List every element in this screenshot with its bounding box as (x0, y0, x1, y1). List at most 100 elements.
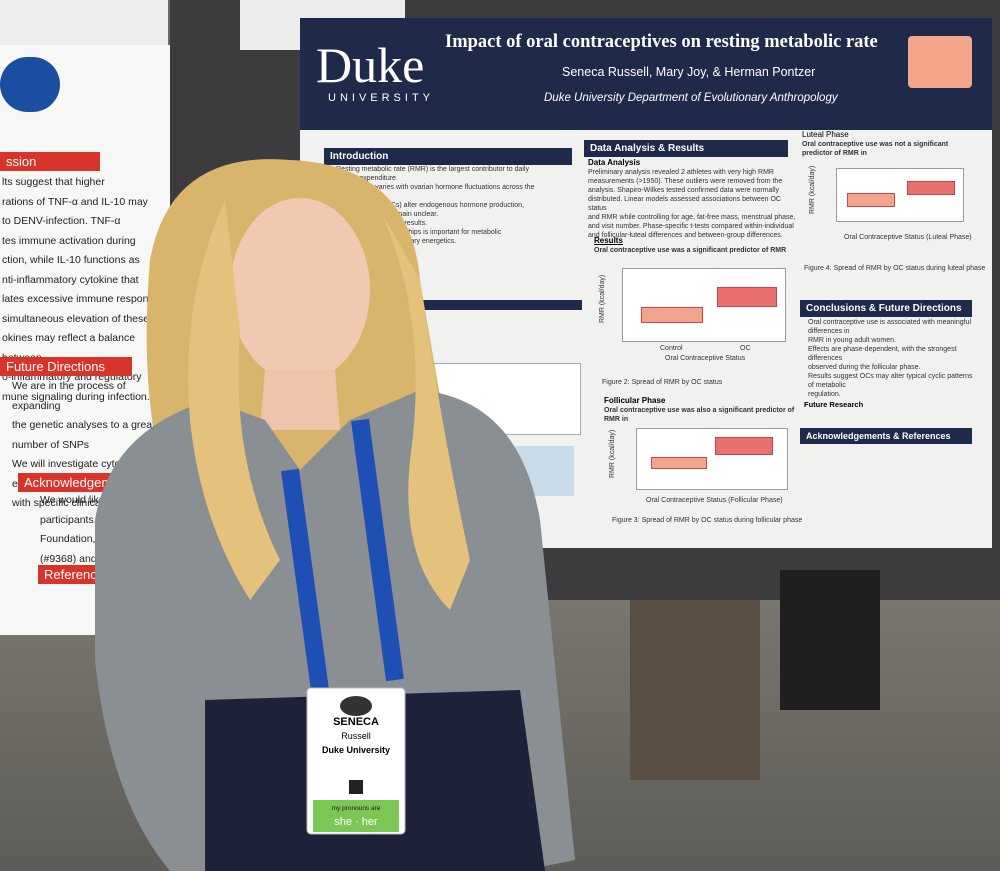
text-line: lts suggest that higher (2, 176, 105, 188)
text-line: the genetic analyses to a greater (12, 419, 165, 431)
badge-logo (340, 696, 372, 716)
box (717, 287, 777, 307)
text-line: to DENV-infection. TNF-α (2, 215, 121, 227)
text-line: rations of TNF-α and IL-10 may (2, 195, 148, 208)
box (715, 437, 773, 455)
box (907, 181, 955, 195)
logo (0, 57, 60, 112)
paper-sheet (0, 0, 168, 45)
heading: ssion (0, 152, 100, 171)
badge-pronoun-label: my pronouns are (332, 805, 381, 812)
badge-first-name: SENECA (333, 716, 379, 728)
name-badge (306, 687, 406, 835)
logo: Duke (316, 37, 425, 93)
section-heading: Conclusions & Future Directions (800, 300, 972, 317)
text-line: and RMR while controlling for age, fat-f… (588, 214, 796, 221)
axis-label: Oral Contraceptive Status (Follicular Ph… (646, 497, 783, 504)
text-line: and visit number. Phase-specific t-tests… (588, 223, 794, 230)
section-heading: Data Analysis & Results (584, 140, 788, 157)
axis-label: Oral Contraceptive Status (665, 355, 746, 362)
section-heading: Introduction (324, 148, 572, 165)
text-line: Effects are phase-dependent, with the st… (808, 346, 957, 362)
text-line: Oral contraceptive use is associated wit… (808, 319, 972, 335)
heading: Future Directions (0, 357, 132, 376)
text-line: participants. W (40, 513, 110, 526)
caption: Figure 2: Spread of RMR by OC status (602, 379, 723, 386)
text-line: RMR in young adult women. (808, 337, 896, 344)
text-line: ction, while IL-10 functions as (2, 254, 140, 266)
person-background (780, 570, 880, 710)
badge-pronoun-strip (313, 800, 399, 832)
text-line: Results suggest OCs may alter typical cy… (808, 373, 973, 389)
text-line: mune signaling during infection. (2, 390, 150, 403)
text-block: We would like to participants. W Foundatio… (40, 491, 170, 589)
text-line: energy expenditure. (336, 175, 398, 182)
badge-last-name: Russell (341, 731, 371, 741)
text-line: lates excessive immune responses. (2, 293, 168, 305)
box (651, 457, 707, 469)
box (847, 193, 895, 207)
text-line: We will investigate cytokine (12, 458, 140, 470)
boxplot (622, 268, 786, 342)
badge-pronouns: she · her (334, 816, 378, 828)
text-line: omen, RMR varies with ovarian hormone fl… (336, 184, 535, 191)
lanyard (351, 418, 404, 682)
text-line: and follicular-luteal differences and be… (588, 232, 783, 239)
poster-header (300, 18, 992, 130)
text: Oral contraceptive use was not a signifi… (802, 141, 949, 157)
logo-sub: UNIVERSITY (328, 92, 435, 104)
text-line: number of SNPs (12, 438, 90, 451)
text-line: nti-inflammatory cytokine that (2, 273, 139, 286)
text-line: contraceptives (OCs) alter endogenous ho… (336, 202, 524, 209)
neck (260, 370, 340, 430)
text-line: Preliminary analysis revealed 2 athletes… (588, 169, 774, 176)
person-background (630, 600, 760, 780)
boxplot (836, 168, 964, 222)
text-line: distributed. Linear models assessed asso… (588, 196, 781, 212)
text-line: We would like to (40, 494, 117, 506)
poster-title: Impact of oral contraceptives on resting… (445, 32, 878, 52)
badge-affiliation: Duke University (322, 745, 390, 755)
axis-tick: OC (740, 345, 751, 352)
subheading: Data Analysis (588, 158, 641, 167)
qr-code (349, 780, 363, 794)
text-line: observed during the follicular phase. (808, 364, 921, 371)
text-line: with specific clinical (12, 497, 104, 509)
department: Duke University Department of Evolutiona… (544, 92, 838, 104)
text-block: Preliminary analysis revealed 2 athletes… (588, 168, 798, 240)
box (641, 307, 703, 323)
text-line: We are in the process of expanding (12, 380, 126, 412)
text-line: simultaneous elevation of these (2, 312, 150, 325)
text: Oral contraceptive use was a significant… (594, 247, 787, 254)
text: Oral contraceptive use was also a signif… (604, 407, 795, 423)
subheading: Future Research (804, 400, 864, 409)
text-line: Resting metabolic rate (RMR) is the larg… (336, 166, 529, 173)
caption: Figure 3: Spread of RMR by OC status dur… (612, 517, 803, 524)
text-line: Foundation, W (40, 533, 109, 545)
text-line: tes immune activation during (2, 234, 136, 247)
bar (410, 300, 582, 310)
axis-label: Oral Contraceptive Status (Luteal Phase) (844, 234, 972, 241)
text-line: analysis. Shapiro-Wilkes tested confirme… (588, 187, 780, 194)
authors: Seneca Russell, Mary Joy, & Herman Pontz… (562, 65, 816, 79)
hair-strand (188, 200, 280, 600)
text-line: ding OC-RMR relationships is important f… (336, 229, 502, 236)
section-heading: Acknowledgements & References (800, 428, 972, 444)
boxplot (636, 428, 788, 490)
subheading: Follicular Phase (604, 396, 666, 405)
pill-pack-icon (908, 36, 972, 88)
axis-tick: Control (660, 345, 683, 352)
lanyard (281, 468, 329, 692)
face (230, 198, 370, 382)
hair-strand (380, 210, 470, 610)
text-line: (#9368) and N (40, 552, 108, 565)
text-line: measurements (>1950). These outliers wer… (588, 178, 783, 185)
text-block: Oral contraceptive use is associated wit… (808, 318, 980, 399)
caption: Figure 4: Spread of RMR by OC status dur… (804, 265, 986, 272)
text-line: regulation. (808, 391, 841, 398)
subheading: Luteal Phase (802, 130, 849, 139)
subheading: Results (594, 236, 623, 245)
heading: Acknowledgem (18, 473, 128, 492)
